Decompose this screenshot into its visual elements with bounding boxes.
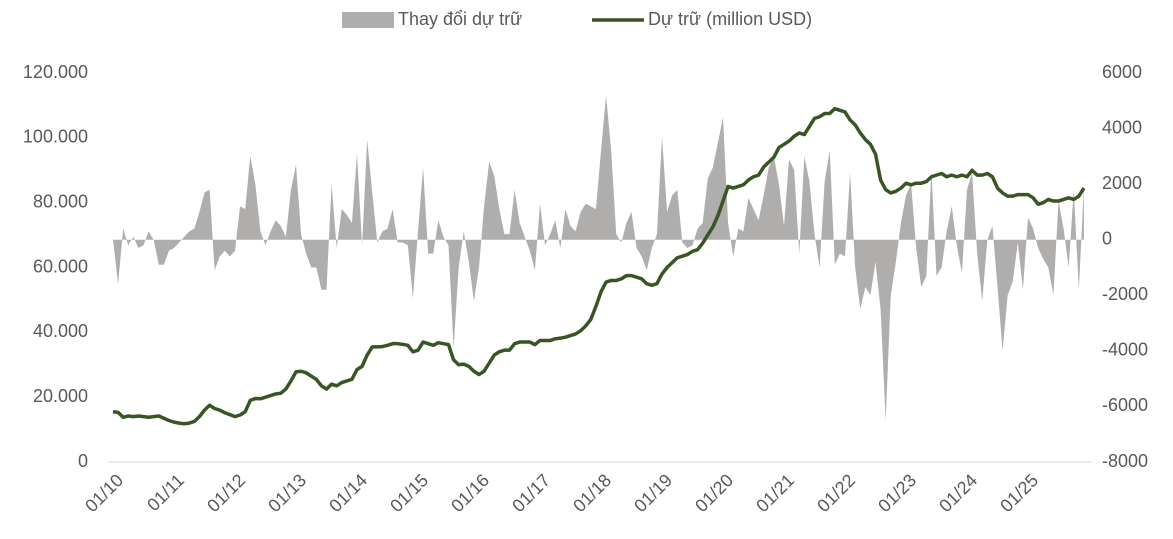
x-tick-label: 01/11: [143, 470, 188, 515]
x-tick-label: 01/13: [264, 470, 310, 516]
area: [113, 95, 1084, 421]
y2-tick-label: 6000: [1102, 62, 1142, 82]
y2-tick-label: -4000: [1102, 340, 1148, 360]
y-tick-label: 40.000: [33, 321, 88, 341]
x-tick-label: 01/21: [752, 470, 798, 516]
x-tick-label: 01/17: [508, 470, 554, 516]
x-tick-label: 01/14: [325, 470, 371, 516]
x-tick-label: 01/23: [874, 470, 920, 516]
x-tick-label: 01/20: [691, 470, 737, 516]
y-tick-label: 0: [78, 451, 88, 471]
y-tick-label: 60.000: [33, 256, 88, 276]
y2-tick-label: -2000: [1102, 284, 1148, 304]
x-tick-label: 01/25: [996, 470, 1042, 516]
x-tick-label: 01/18: [569, 470, 615, 516]
y-tick-label: 100.000: [23, 127, 88, 147]
y-tick-label: 80.000: [33, 191, 88, 211]
x-tick-label: 01/16: [447, 470, 493, 516]
x-tick-label: 01/19: [630, 470, 676, 516]
y2-tick-label: -6000: [1102, 395, 1148, 415]
y2-tick-label: 2000: [1102, 173, 1142, 193]
legend-label: Thay đổi dự trữ: [398, 9, 522, 29]
y2-tick-label: 0: [1102, 228, 1112, 248]
y-tick-label: 20.000: [33, 386, 88, 406]
y2-tick-label: -8000: [1102, 451, 1148, 471]
line: [112, 106, 1086, 426]
legend-swatch: [342, 12, 394, 28]
x-tick-label: 01/10: [81, 470, 127, 516]
legend-label: Dự trữ (million USD): [648, 9, 812, 29]
y2-tick-label: 4000: [1102, 117, 1142, 137]
y-tick-label: 120.000: [23, 62, 88, 82]
x-tick-label: 01/12: [203, 470, 249, 516]
x-tick-label: 01/24: [935, 470, 981, 516]
x-tick-label: 01/22: [813, 470, 859, 516]
x-tick-label: 01/15: [386, 470, 432, 516]
